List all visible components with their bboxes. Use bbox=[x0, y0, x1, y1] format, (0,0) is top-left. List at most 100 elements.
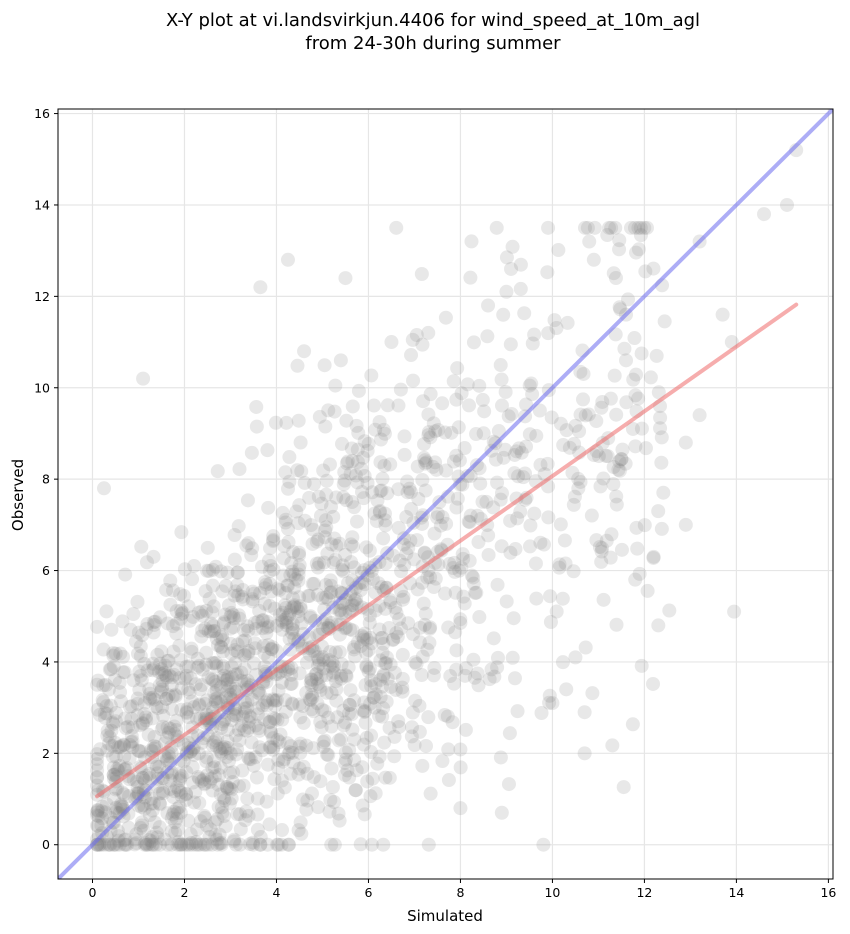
data-point bbox=[157, 832, 172, 847]
data-point bbox=[551, 243, 566, 258]
data-point bbox=[498, 384, 513, 399]
data-point bbox=[202, 563, 217, 578]
data-point bbox=[230, 578, 245, 593]
data-point bbox=[106, 767, 121, 782]
data-point bbox=[353, 639, 368, 654]
data-point bbox=[117, 711, 132, 726]
data-point bbox=[218, 578, 233, 593]
data-point bbox=[245, 594, 260, 609]
data-point bbox=[266, 693, 281, 708]
data-point bbox=[303, 609, 318, 624]
data-point bbox=[334, 606, 349, 621]
data-point bbox=[159, 691, 174, 706]
data-point bbox=[634, 421, 649, 436]
data-point bbox=[212, 768, 227, 783]
data-point bbox=[260, 620, 275, 635]
data-point bbox=[291, 767, 306, 782]
data-point bbox=[270, 732, 285, 747]
data-point bbox=[393, 621, 408, 636]
data-point bbox=[239, 538, 254, 553]
data-point bbox=[228, 667, 243, 682]
data-point bbox=[259, 577, 274, 592]
data-point bbox=[258, 581, 273, 596]
data-point bbox=[353, 583, 368, 598]
data-point bbox=[147, 815, 162, 830]
data-point bbox=[463, 508, 478, 523]
data-point bbox=[113, 739, 128, 754]
data-point bbox=[312, 556, 327, 571]
data-point bbox=[240, 723, 255, 738]
data-point bbox=[281, 747, 296, 762]
data-point bbox=[274, 837, 289, 852]
data-point bbox=[342, 706, 357, 721]
data-point bbox=[221, 598, 236, 613]
data-point bbox=[124, 699, 139, 714]
data-point bbox=[296, 759, 311, 774]
data-point bbox=[301, 588, 316, 603]
data-point bbox=[161, 749, 176, 764]
data-point bbox=[376, 669, 391, 684]
data-point bbox=[118, 832, 133, 847]
data-point bbox=[304, 672, 319, 687]
data-point bbox=[508, 541, 523, 556]
data-point bbox=[608, 220, 623, 235]
data-point bbox=[662, 603, 677, 618]
data-point bbox=[344, 537, 359, 552]
data-point bbox=[205, 761, 220, 776]
data-point bbox=[370, 756, 385, 771]
data-point bbox=[199, 657, 214, 672]
data-point bbox=[286, 755, 301, 770]
data-point bbox=[124, 734, 139, 749]
data-point bbox=[344, 441, 359, 456]
data-point bbox=[246, 758, 261, 773]
data-point bbox=[263, 541, 278, 556]
data-point bbox=[412, 698, 427, 713]
data-point bbox=[109, 837, 124, 852]
x-tick-label: 12 bbox=[636, 885, 652, 900]
data-point bbox=[148, 614, 163, 629]
data-point bbox=[129, 836, 144, 851]
data-point bbox=[456, 589, 471, 604]
data-point bbox=[169, 604, 184, 619]
data-point bbox=[155, 673, 170, 688]
data-point bbox=[137, 706, 152, 721]
data-point bbox=[209, 659, 224, 674]
data-point bbox=[338, 547, 353, 562]
data-point bbox=[623, 220, 638, 235]
data-point bbox=[338, 668, 353, 683]
data-point bbox=[599, 533, 614, 548]
data-point bbox=[621, 292, 636, 307]
data-point bbox=[430, 510, 445, 525]
data-point bbox=[325, 655, 340, 670]
data-point bbox=[253, 586, 268, 601]
data-point bbox=[285, 745, 300, 760]
data-point bbox=[417, 546, 432, 561]
data-point bbox=[462, 515, 477, 530]
data-point bbox=[205, 783, 220, 798]
data-point bbox=[373, 672, 388, 687]
data-point bbox=[91, 673, 106, 688]
data-point bbox=[223, 609, 238, 624]
data-point bbox=[209, 683, 224, 698]
data-point bbox=[166, 644, 181, 659]
data-point bbox=[188, 677, 203, 692]
data-point bbox=[383, 595, 398, 610]
data-point bbox=[165, 689, 180, 704]
data-point bbox=[276, 551, 291, 566]
data-point bbox=[421, 425, 436, 440]
data-point bbox=[220, 781, 235, 796]
data-point bbox=[612, 242, 627, 257]
data-point bbox=[287, 580, 302, 595]
data-point bbox=[146, 690, 161, 705]
data-point bbox=[100, 743, 115, 758]
data-point bbox=[313, 714, 328, 729]
data-point bbox=[253, 837, 268, 852]
data-point bbox=[373, 484, 388, 499]
data-point bbox=[142, 832, 157, 847]
data-point bbox=[247, 636, 262, 651]
data-point bbox=[345, 530, 360, 545]
data-point bbox=[95, 693, 110, 708]
data-point bbox=[123, 699, 138, 714]
data-point bbox=[266, 711, 281, 726]
data-point bbox=[617, 341, 632, 356]
